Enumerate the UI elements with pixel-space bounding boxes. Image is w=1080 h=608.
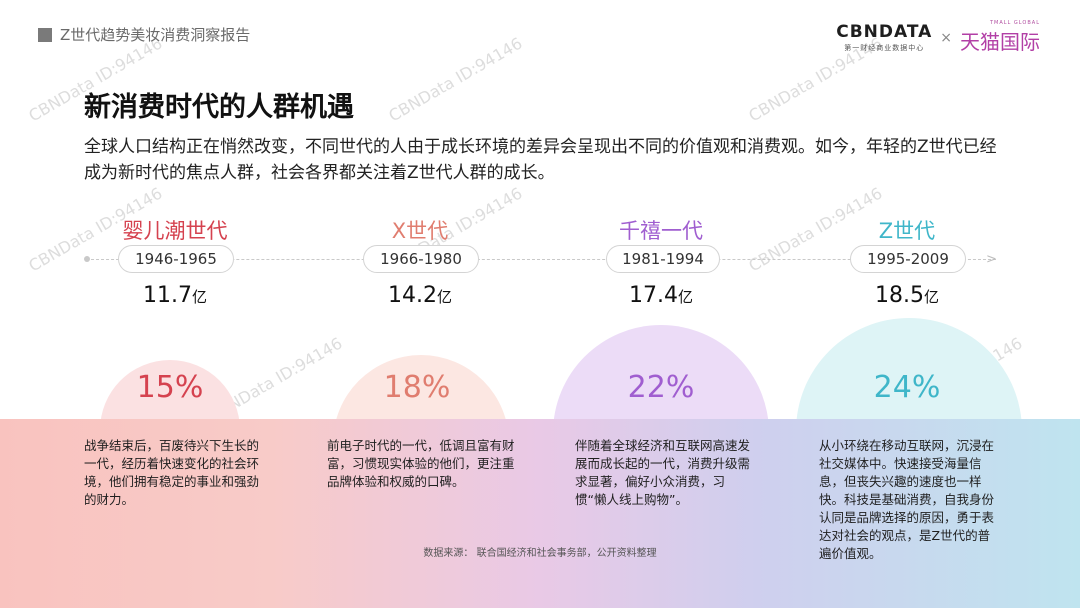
description-band [0, 419, 1080, 608]
generation-population: 14.2亿 [320, 283, 520, 308]
generation-years: 1981-1994 [606, 245, 720, 273]
tmall-global-logo-text: 天猫国际 [960, 30, 1040, 54]
generation-description: 前电子时代的一代，低调且富有财富，习惯现实体验的他们，更注重品牌体验和权威的口碑… [327, 438, 515, 489]
generation-years: 1966-1980 [363, 245, 479, 273]
intro-paragraph: 全球人口结构正在悄然改变，不同世代的人由于成长环境的差异会呈现出不同的价值观和消… [84, 137, 997, 183]
generation-description: 战争结束后，百废待兴下生长的一代，经历着快速变化的社会环境，他们拥有稳定的事业和… [84, 438, 260, 507]
population-unit: 亿 [923, 288, 939, 306]
report-tag: Z世代趋势美妆消费洞察报告 [38, 24, 250, 45]
cbndata-logo: CBNDATA 第一财经商业数据中心 [836, 22, 932, 53]
population-unit: 亿 [436, 288, 452, 306]
timeline-arrow-icon: > [986, 252, 997, 267]
page-title: 新消费时代的人群机遇 [84, 92, 354, 123]
generation-population: 17.4亿 [561, 283, 761, 308]
generation-percent: 24% [873, 370, 941, 405]
cbndata-logo-subtitle: 第一财经商业数据中心 [844, 44, 925, 52]
population-value: 11.7 [143, 283, 192, 308]
population-unit: 亿 [677, 288, 693, 306]
watermark: CBNData ID:94146 [385, 33, 526, 126]
generation-name: Z世代 [878, 219, 936, 243]
generation-population: 18.5亿 [807, 283, 1007, 308]
generation-years: 1995-2009 [850, 245, 966, 273]
timeline-line [86, 259, 996, 261]
generation-percent: 15% [136, 370, 204, 405]
generation-name: 千禧一代 [619, 219, 703, 243]
generation-description: 从小环绕在移动互联网，沉浸在社交媒体中。快速接受海量信息，但丧失兴趣的速度也一样… [819, 438, 995, 561]
brand-logos: CBNDATA 第一财经商业数据中心 × TMALL GLOBAL 天猫国际 [836, 20, 1040, 55]
generation-name: 婴儿潮世代 [122, 219, 228, 243]
data-source: 数据来源： 联合国经济和社会事务部，公开资料整理 [423, 548, 657, 559]
generation-percent: 22% [627, 370, 695, 405]
generation-name: X世代 [391, 219, 449, 243]
generation-population: 11.7亿 [75, 283, 275, 308]
population-value: 14.2 [388, 283, 437, 308]
tmall-global-logo-small: TMALL GLOBAL [989, 20, 1040, 26]
generation-years: 1946-1965 [118, 245, 234, 273]
brand-separator: × [940, 29, 952, 46]
generation-description: 伴随着全球经济和互联网高速发展而成长起的一代，消费升级需求显著，偏好小众消费，习… [575, 438, 751, 507]
report-title: Z世代趋势美妆消费洞察报告 [60, 26, 251, 44]
population-unit: 亿 [191, 288, 207, 306]
population-value: 17.4 [629, 283, 678, 308]
tmall-global-logo: TMALL GLOBAL 天猫国际 [960, 20, 1040, 55]
square-icon [38, 27, 52, 42]
cbndata-logo-text: CBNDATA [836, 22, 933, 42]
generation-percent: 18% [383, 370, 451, 405]
population-value: 18.5 [875, 283, 924, 308]
